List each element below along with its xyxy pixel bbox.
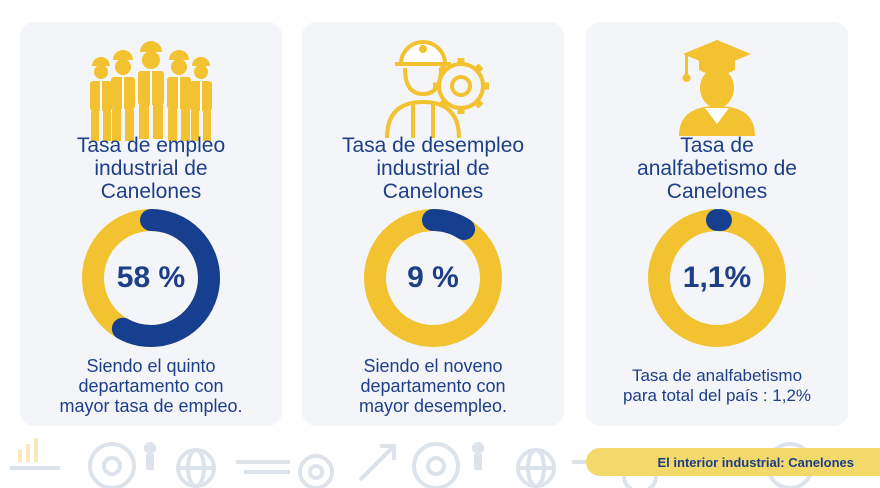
globe-icon bbox=[176, 448, 216, 488]
card-title: Tasa de analfabetismo de Canelones bbox=[637, 134, 797, 203]
card-caption: Siendo el quinto departamento con mayor … bbox=[59, 356, 243, 416]
gear-icon bbox=[412, 442, 460, 488]
people-icon bbox=[144, 442, 156, 470]
graduate-icon bbox=[586, 34, 848, 144]
card-title: Tasa de desempleo industrial de Canelone… bbox=[341, 134, 525, 203]
arrow-icon bbox=[358, 444, 396, 482]
footer-banner: El interior industrial: Canelones bbox=[586, 448, 880, 476]
dash-lines-icon bbox=[236, 460, 290, 474]
gear-icon bbox=[298, 454, 334, 488]
bar-chart-icon bbox=[10, 438, 60, 470]
donut-value-arc bbox=[364, 209, 502, 347]
donut-value: 58 % bbox=[116, 261, 186, 294]
card-title: Tasa de empleo industrial de Canelones bbox=[76, 134, 226, 203]
stat-card-unemployment: Tasa de desempleo industrial de Canelone… bbox=[302, 22, 564, 426]
worker-gear-icon bbox=[302, 34, 564, 144]
gear-icon bbox=[88, 442, 136, 488]
donut-value-arc bbox=[82, 209, 220, 347]
donut-value: 1,1% bbox=[682, 261, 752, 294]
donut-chart bbox=[364, 209, 502, 347]
people-icon bbox=[472, 442, 484, 470]
donut-chart bbox=[648, 209, 786, 347]
stat-card-employment: Tasa de empleo industrial de Canelones 5… bbox=[20, 22, 282, 426]
workers-group-icon bbox=[20, 34, 282, 144]
card-caption: Tasa de analfabetismo para total del paí… bbox=[622, 366, 812, 405]
card-caption: Siendo el noveno departamento con mayor … bbox=[358, 356, 508, 416]
stat-card-illiteracy: Tasa de analfabetismo de Canelones 1,1% … bbox=[586, 22, 848, 426]
donut-value-arc bbox=[648, 209, 786, 347]
globe-icon bbox=[516, 448, 556, 488]
donut-chart bbox=[82, 209, 220, 347]
donut-value: 9 % bbox=[407, 261, 459, 294]
